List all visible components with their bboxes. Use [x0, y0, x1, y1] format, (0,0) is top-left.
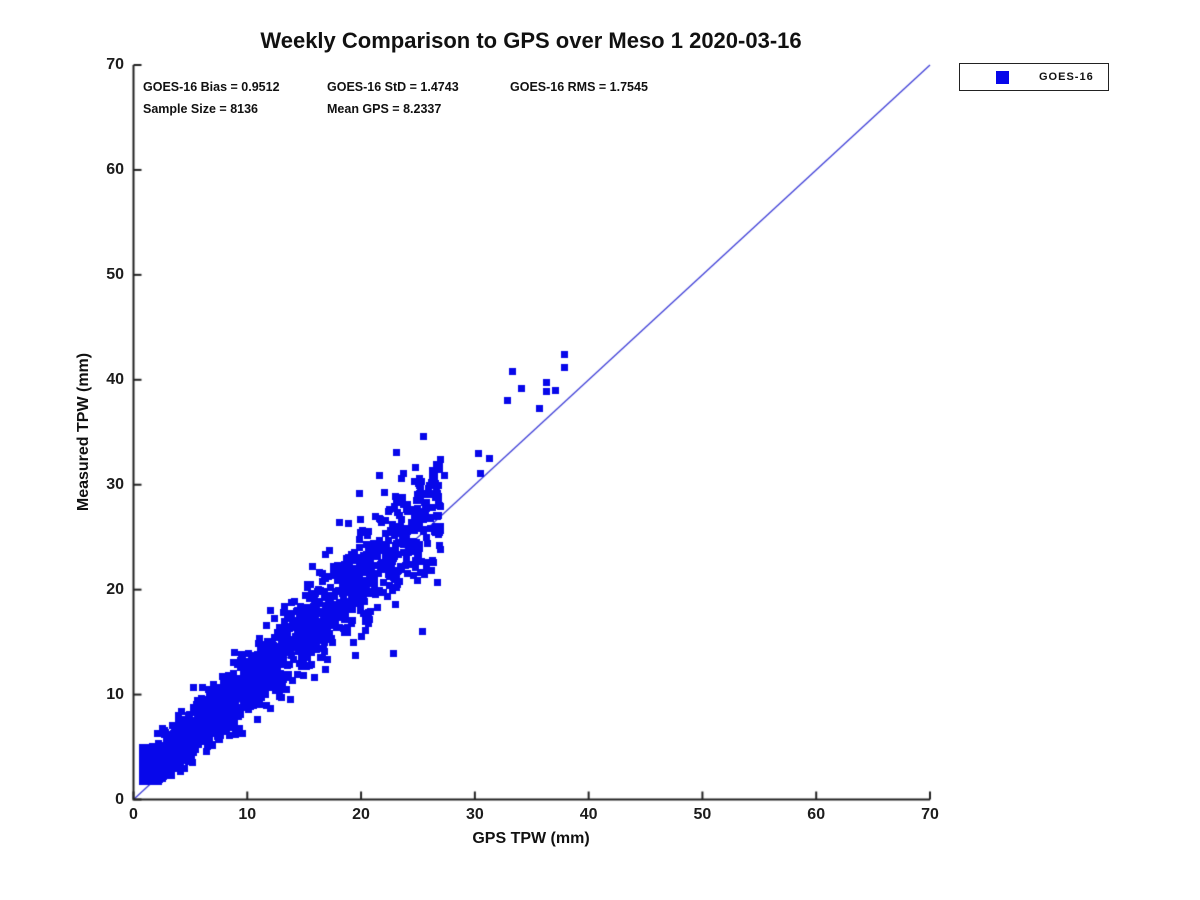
- y-tick-label: 20: [106, 580, 124, 598]
- stat-rms: GOES-16 RMS = 1.7545: [510, 80, 648, 94]
- chart-title: Weekly Comparison to GPS over Meso 1 202…: [260, 28, 802, 53]
- y-tick-label: 60: [106, 160, 124, 178]
- y-axis-label: Measured TPW (mm): [75, 352, 92, 512]
- x-tick-label: 20: [352, 806, 370, 823]
- x-tick-label: 70: [921, 806, 939, 823]
- y-tick-label: 70: [106, 56, 124, 73]
- x-tick-label: 50: [693, 806, 712, 823]
- y-tick-label: 0: [115, 790, 124, 808]
- x-tick-label: 10: [238, 806, 257, 823]
- legend-marker-square-icon: [996, 70, 1009, 84]
- x-tick-label: 0: [129, 806, 138, 823]
- legend-label: GOES-16: [1039, 71, 1094, 83]
- y-tick-label: 50: [106, 265, 124, 283]
- stat-mean-gps: Mean GPS = 8.2337: [327, 102, 442, 116]
- stat-bias: GOES-16 Bias = 0.9512: [143, 80, 280, 94]
- y-tick-label: 10: [106, 685, 124, 703]
- x-tick-label: 60: [807, 806, 826, 823]
- y-tick-label: 30: [106, 475, 124, 493]
- stat-std: GOES-16 StD = 1.4743: [327, 80, 459, 94]
- legend: GOES-16: [959, 63, 1109, 91]
- x-tick-label: 30: [465, 806, 484, 823]
- y-tick-label: 40: [106, 370, 124, 388]
- stat-sample-size: Sample Size = 8136: [143, 102, 259, 116]
- x-axis-label: GPS TPW (mm): [472, 830, 590, 847]
- x-tick-label: 40: [579, 806, 598, 823]
